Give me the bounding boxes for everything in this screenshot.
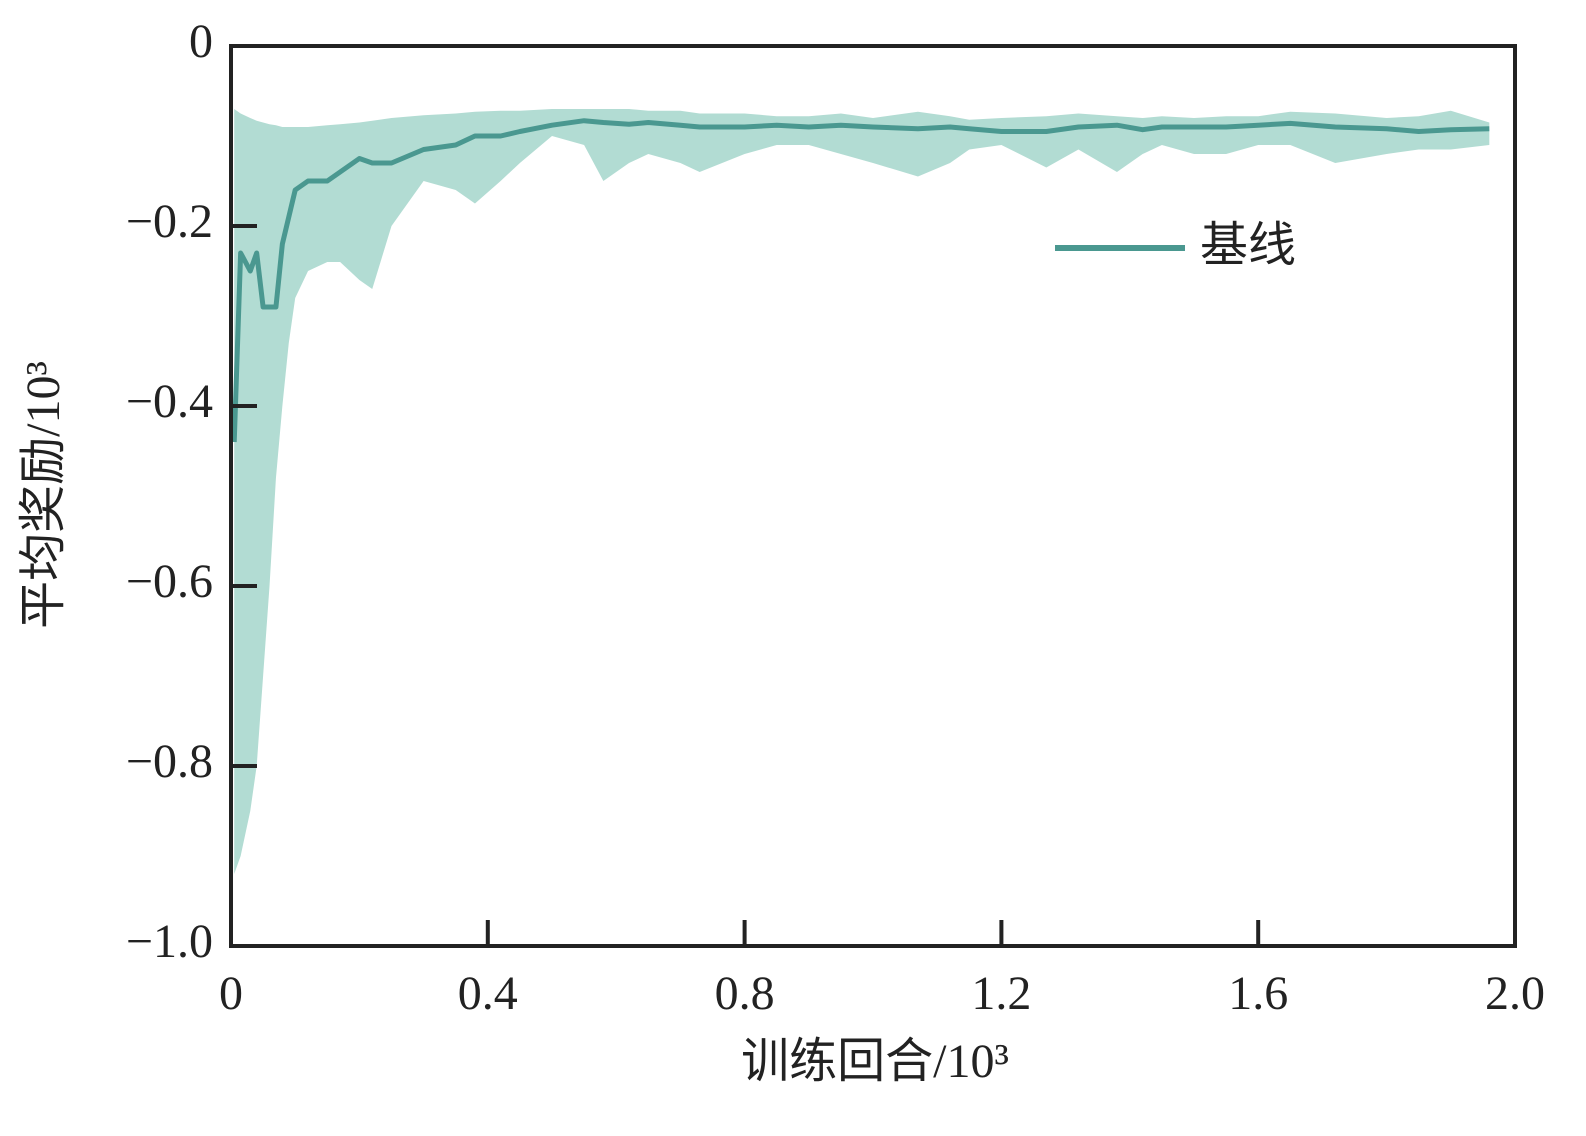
y-tick-label: −0.6 — [126, 555, 213, 608]
line — [231, 118, 1490, 443]
x-tick-label: 1.6 — [1228, 967, 1288, 1020]
x-axis-label: 训练回合/10³ — [741, 1035, 1009, 1088]
x-tick-label: 1.2 — [971, 967, 1031, 1020]
y-tick-label: −0.2 — [126, 195, 213, 248]
y-tick-label: −1.0 — [126, 915, 213, 968]
y-tick-label: 0 — [189, 15, 213, 68]
x-tick-label: 0.4 — [458, 967, 518, 1020]
y-axis-label: 平均奖励/10³ — [17, 361, 70, 629]
x-tick-label: 2.0 — [1485, 967, 1545, 1020]
y-tick-label: −0.4 — [126, 375, 213, 428]
confidence-band — [234, 109, 1490, 874]
legend-label: 基线 — [1200, 219, 1296, 272]
plot-frame — [229, 44, 1517, 948]
y-tick-label: −0.8 — [126, 735, 213, 788]
x-tick-label: 0.8 — [715, 967, 775, 1020]
x-tick-label: 0 — [219, 967, 243, 1020]
